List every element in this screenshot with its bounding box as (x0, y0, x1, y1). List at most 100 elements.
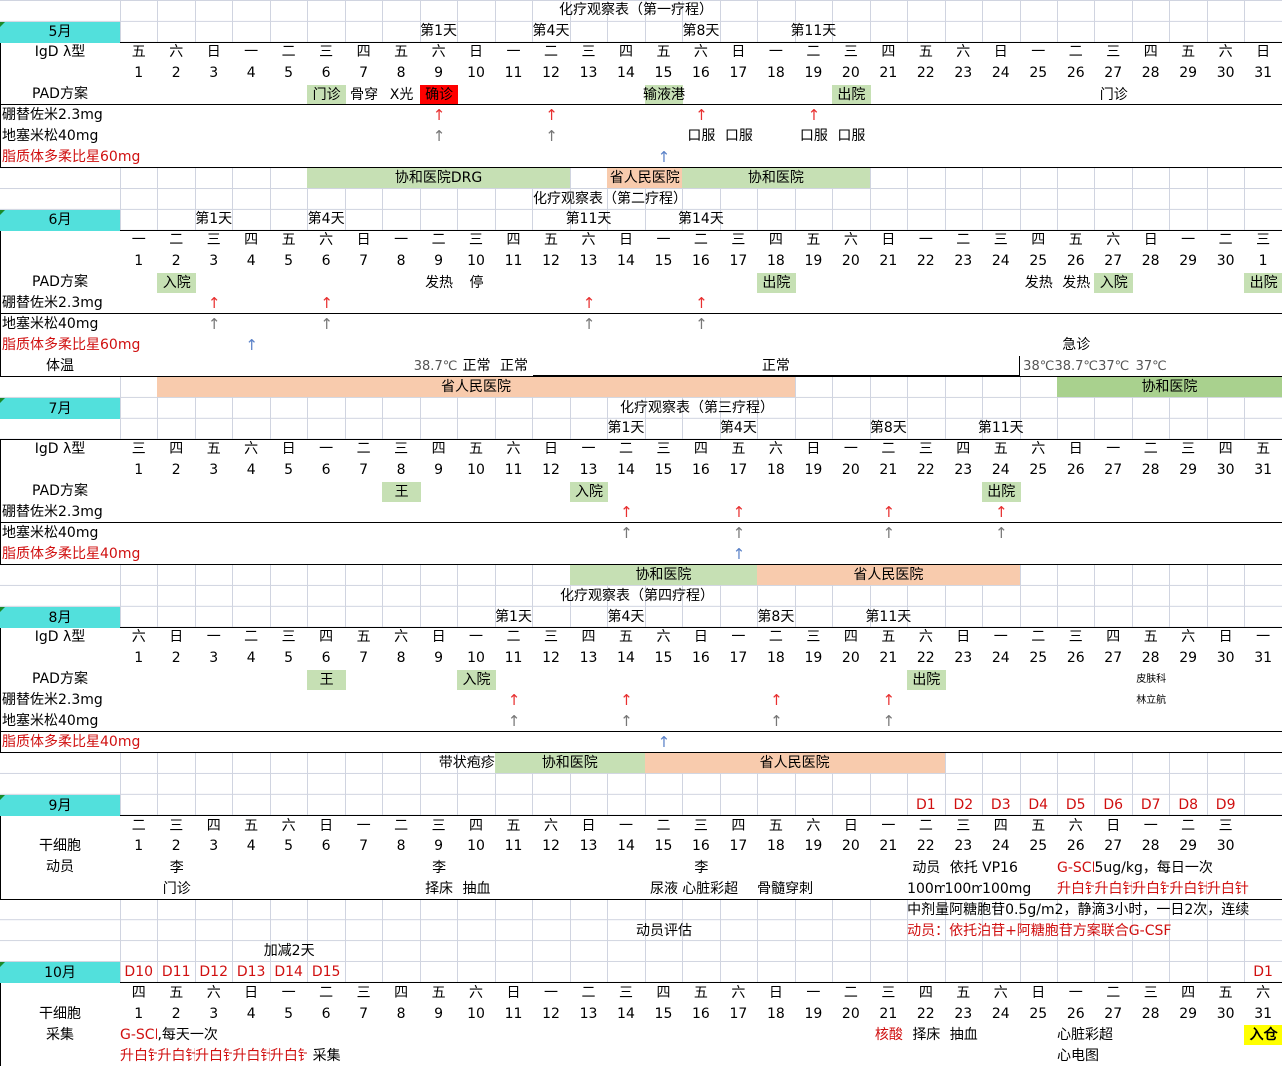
grid-cell[interactable] (1019, 1045, 1058, 1066)
grid-cell[interactable] (1169, 522, 1208, 545)
grid-cell[interactable] (344, 522, 384, 545)
grid-cell[interactable] (682, 146, 721, 169)
grid-cell[interactable] (907, 292, 946, 315)
grid-cell[interactable] (1019, 83, 1058, 106)
grid-cell[interactable] (344, 355, 384, 378)
grid-cell[interactable] (382, 856, 421, 879)
grid-cell[interactable] (457, 83, 496, 106)
grid-cell[interactable] (907, 1045, 946, 1066)
grid-cell[interactable] (307, 689, 346, 712)
grid-cell[interactable] (794, 522, 834, 545)
grid-cell[interactable] (757, 334, 796, 357)
grid-cell[interactable] (1169, 689, 1208, 712)
grid-cell[interactable] (569, 731, 609, 754)
grid-cell[interactable] (1244, 480, 1282, 503)
grid-cell[interactable] (1244, 543, 1282, 566)
grid-cell[interactable] (607, 104, 646, 127)
grid-cell[interactable] (1206, 313, 1246, 336)
grid-cell[interactable] (1169, 146, 1208, 169)
grid-cell[interactable] (719, 668, 759, 691)
grid-cell[interactable] (1206, 334, 1246, 357)
grid-cell[interactable] (832, 522, 871, 545)
grid-cell[interactable] (607, 83, 646, 106)
grid-cell[interactable] (1131, 522, 1171, 545)
grid-cell[interactable] (269, 313, 309, 336)
grid-cell[interactable] (532, 480, 571, 503)
grid-cell[interactable] (194, 83, 234, 106)
grid-cell[interactable] (269, 125, 309, 148)
grid-cell[interactable] (532, 83, 571, 106)
event-cell[interactable]: 发热 (425, 274, 454, 291)
grid-cell[interactable] (1244, 104, 1282, 127)
grid-cell[interactable] (1019, 710, 1058, 733)
grid-cell[interactable] (1206, 83, 1246, 106)
grid-cell[interactable] (832, 668, 871, 691)
grid-cell[interactable] (757, 1045, 796, 1066)
grid-cell[interactable] (269, 146, 309, 169)
grid-cell[interactable] (1244, 731, 1282, 754)
grid-cell[interactable] (719, 731, 759, 754)
grid-cell[interactable] (382, 1045, 421, 1066)
grid-cell[interactable] (457, 710, 496, 733)
grid-cell[interactable] (1206, 146, 1246, 169)
grid-cell[interactable] (719, 271, 759, 294)
grid-cell[interactable] (382, 710, 421, 733)
month-label[interactable]: 6月 (0, 210, 120, 231)
grid-cell[interactable] (457, 292, 496, 315)
grid-cell[interactable] (569, 1045, 609, 1066)
grid-cell[interactable] (344, 125, 384, 148)
grid-cell[interactable] (607, 480, 646, 503)
grid-cell[interactable] (1244, 292, 1282, 315)
event-cell[interactable]: 李 (169, 859, 184, 876)
grid-cell[interactable] (457, 104, 496, 127)
grid-cell[interactable] (1019, 125, 1058, 148)
grid-cell[interactable] (194, 125, 234, 148)
event-cell[interactable]: 门诊 (162, 880, 191, 897)
grid-cell[interactable] (232, 668, 271, 691)
grid-cell[interactable] (1244, 522, 1282, 545)
grid-cell[interactable] (644, 480, 684, 503)
grid-cell[interactable] (719, 83, 759, 106)
event-cell[interactable]: 中剂量阿糖胞苷0.5g/m2，静滴3小时，一日2次，连续 (907, 901, 1250, 918)
grid-cell[interactable] (757, 501, 796, 524)
grid-cell[interactable] (1169, 731, 1208, 754)
grid-cell[interactable] (719, 710, 759, 733)
grid-cell[interactable] (982, 313, 1021, 336)
grid-cell[interactable] (457, 689, 496, 712)
grid-cell[interactable] (194, 146, 234, 169)
grid-cell[interactable] (494, 125, 534, 148)
grid-cell[interactable] (607, 856, 646, 879)
grid-cell[interactable] (157, 334, 196, 357)
grid-cell[interactable] (719, 1045, 759, 1066)
grid-cell[interactable] (1131, 146, 1171, 169)
grid-cell[interactable] (907, 710, 946, 733)
grid-cell[interactable] (1094, 292, 1133, 315)
grid-cell[interactable] (157, 522, 196, 545)
grid-cell[interactable] (532, 501, 571, 524)
grid-cell[interactable] (157, 146, 196, 169)
grid-cell[interactable] (1206, 522, 1246, 545)
event-cell[interactable]: 100mg (907, 880, 945, 897)
grid-cell[interactable] (1094, 522, 1133, 545)
grid-cell[interactable] (457, 334, 496, 357)
grid-cell[interactable] (494, 731, 534, 754)
grid-cell[interactable] (1169, 355, 1208, 378)
grid-cell[interactable] (607, 877, 646, 900)
grid-cell[interactable] (232, 480, 271, 503)
grid-cell[interactable] (944, 104, 984, 127)
grid-cell[interactable] (1169, 501, 1208, 524)
grid-cell[interactable] (157, 125, 196, 148)
grid-cell[interactable] (494, 104, 534, 127)
grid-cell[interactable] (532, 334, 571, 357)
event-cell[interactable]: 入院 (457, 669, 496, 690)
grid-cell[interactable] (532, 731, 571, 754)
grid-cell[interactable] (832, 313, 871, 336)
grid-cell[interactable] (757, 543, 796, 566)
grid-cell[interactable] (682, 668, 721, 691)
grid-cell[interactable] (1244, 125, 1282, 148)
grid-cell[interactable] (232, 689, 271, 712)
grid-cell[interactable] (719, 480, 759, 503)
grid-cell[interactable] (1094, 668, 1133, 691)
event-cell[interactable]: 门诊 (1099, 86, 1128, 103)
grid-cell[interactable] (794, 710, 834, 733)
